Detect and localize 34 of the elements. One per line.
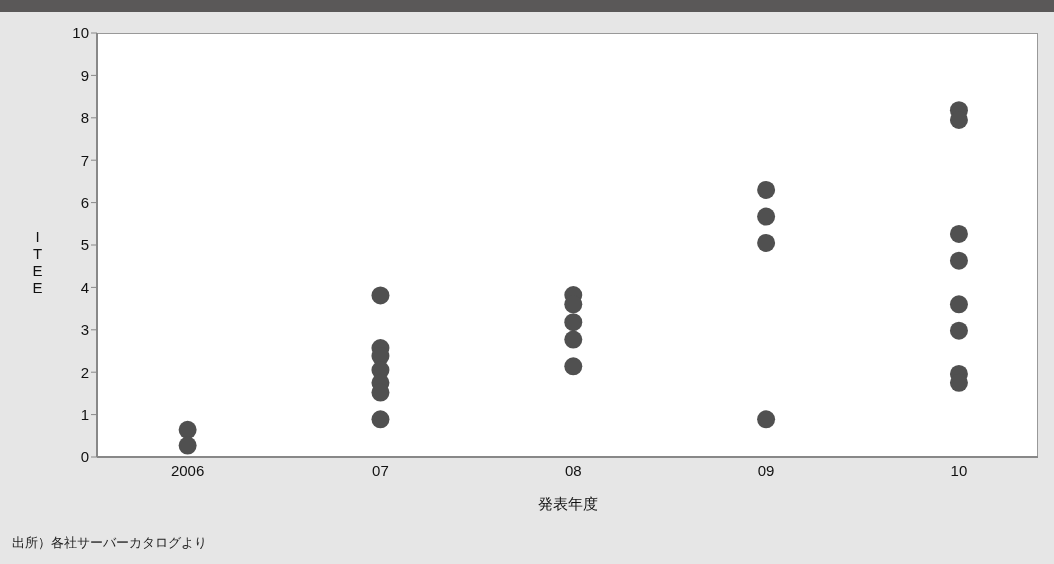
point [564, 330, 583, 349]
point [757, 207, 776, 226]
point [949, 251, 968, 270]
point [371, 286, 390, 305]
point [949, 321, 968, 340]
text: 出所）各社サーバーカタログより [12, 534, 207, 552]
y-tick-label: 10 [72, 24, 89, 42]
point [949, 224, 968, 243]
y-axis-title: ITEE [29, 228, 46, 296]
point [949, 295, 968, 314]
y-tick-label: 9 [80, 66, 89, 84]
x-tick-label: 2006 [170, 461, 205, 479]
y-tick-label: 0 [80, 448, 89, 466]
point [757, 410, 776, 429]
point [564, 357, 583, 376]
point [757, 233, 776, 252]
y-tick-label: 2 [80, 363, 89, 381]
y-tick-label: 3 [80, 321, 89, 339]
x-tick-label: 08 [564, 461, 582, 479]
point [178, 420, 197, 439]
y-tick-label: 4 [80, 278, 89, 296]
x-tick-label: 09 [757, 461, 775, 479]
point [564, 313, 583, 332]
x-tick-label: 07 [372, 461, 389, 479]
y-tick-label: 8 [80, 109, 89, 127]
x-axis-title: 発表年度 [536, 495, 599, 514]
y-tick-label: 6 [80, 193, 89, 211]
point [178, 436, 197, 455]
y-tick-label: 1 [80, 405, 89, 423]
y-tick-label: 5 [80, 236, 89, 254]
x-tick-label: 10 [950, 461, 968, 479]
point [371, 410, 390, 429]
point [757, 180, 776, 199]
y-tick-label: 7 [80, 151, 89, 169]
